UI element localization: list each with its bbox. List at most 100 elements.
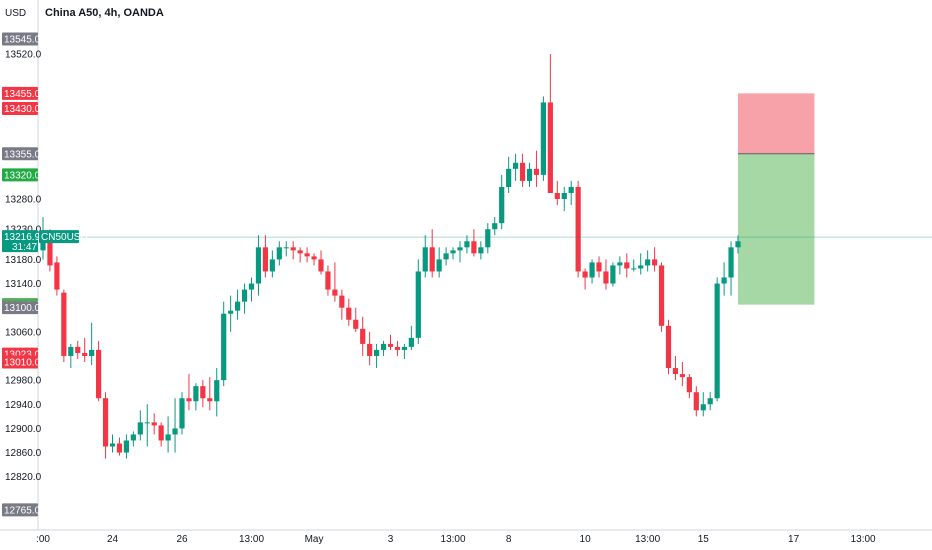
price-badge-label: 13023.0 — [4, 350, 41, 361]
candle-body — [665, 325, 672, 369]
candle — [533, 150, 540, 187]
price-badge-label: 13100.0 — [4, 303, 41, 314]
candle-body — [686, 377, 692, 393]
candle — [248, 277, 255, 302]
candle-body — [158, 425, 164, 441]
candle — [151, 413, 157, 435]
candle-body — [582, 271, 588, 278]
candle — [207, 377, 213, 411]
candle — [82, 337, 88, 363]
candle-body — [68, 346, 74, 356]
candle — [200, 380, 206, 408]
candle-body — [186, 398, 192, 402]
candle-body — [109, 443, 116, 447]
candle — [116, 437, 123, 456]
candle — [269, 250, 275, 278]
candle — [130, 431, 136, 447]
candle — [262, 235, 268, 278]
candle-body — [631, 268, 637, 270]
candle-body — [54, 262, 60, 290]
candle — [318, 250, 324, 275]
price-badge: 13010.0 — [2, 355, 41, 369]
candle-body — [519, 162, 526, 181]
price-badge-box — [2, 101, 38, 115]
candle — [96, 340, 102, 402]
x-tick-label: 13:00 — [441, 534, 466, 545]
price-badge-label: 13545.0 — [4, 35, 41, 46]
candle — [450, 247, 456, 260]
candle — [624, 253, 630, 278]
candle-body — [339, 295, 345, 308]
candle — [526, 162, 533, 187]
candle-body — [471, 241, 477, 254]
candle-body — [40, 241, 46, 251]
position-tool[interactable] — [738, 93, 815, 305]
candle — [506, 156, 512, 193]
candle — [54, 256, 60, 296]
candle-body — [360, 328, 366, 344]
candle — [109, 434, 116, 453]
candle — [380, 340, 387, 356]
candle-body — [380, 343, 387, 350]
y-axis: 13520.013280.013230.013180.013140.013060… — [5, 0, 42, 530]
candle — [554, 180, 560, 206]
candle-body — [693, 392, 699, 411]
candle-body — [130, 434, 136, 441]
price-badge-box — [2, 503, 38, 517]
y-tick-label: 12940.0 — [5, 400, 42, 411]
candle-body — [89, 349, 95, 356]
candle — [665, 319, 672, 375]
candle-body — [228, 310, 234, 314]
candle-body — [499, 186, 505, 224]
candle — [61, 289, 67, 363]
candle — [568, 180, 574, 206]
candle — [367, 331, 373, 366]
candle-body — [235, 301, 241, 311]
price-badge-box — [2, 355, 38, 369]
candle-body — [443, 253, 449, 260]
price-badge: 13100.0 — [2, 301, 41, 315]
candle-body — [116, 443, 123, 453]
candle-body — [526, 168, 533, 181]
candle-body — [96, 349, 102, 399]
candle — [582, 268, 588, 290]
candle-body — [436, 259, 442, 272]
candle-body — [75, 346, 81, 353]
price-badge-box — [2, 147, 38, 161]
candle-body — [172, 428, 178, 435]
candle — [387, 334, 394, 350]
candle-body — [374, 349, 380, 356]
candle-body — [575, 186, 581, 272]
candle-body — [269, 259, 275, 272]
price-badge-label: 12765.0 — [4, 505, 41, 516]
candle — [346, 298, 352, 326]
candle — [332, 262, 338, 302]
candle-body — [561, 192, 567, 200]
y-tick-label: 13280.0 — [5, 195, 42, 206]
candle — [617, 256, 623, 275]
price-badge-box — [2, 301, 38, 315]
candle — [75, 340, 81, 359]
candle-body — [165, 434, 171, 441]
price-badge-label: 13430.0 — [4, 104, 41, 115]
countdown-label: 31:47 — [12, 242, 37, 253]
candle-body — [679, 374, 685, 378]
x-tick-label: 13:00 — [851, 534, 876, 545]
x-tick-label: :00 — [36, 534, 50, 545]
candle — [471, 229, 477, 257]
candle-body — [255, 247, 262, 284]
candle — [102, 392, 109, 459]
candle-body — [450, 250, 456, 254]
candle-body — [353, 319, 359, 329]
candle-body — [325, 271, 331, 290]
candle — [478, 241, 484, 260]
candle-body — [332, 289, 338, 296]
candle-body — [707, 398, 713, 405]
candle-body — [394, 346, 401, 350]
candle — [457, 241, 463, 263]
candle — [255, 235, 262, 296]
candle-body — [638, 265, 644, 269]
candle-body — [47, 241, 53, 266]
candle — [311, 253, 317, 266]
candle — [408, 325, 414, 350]
